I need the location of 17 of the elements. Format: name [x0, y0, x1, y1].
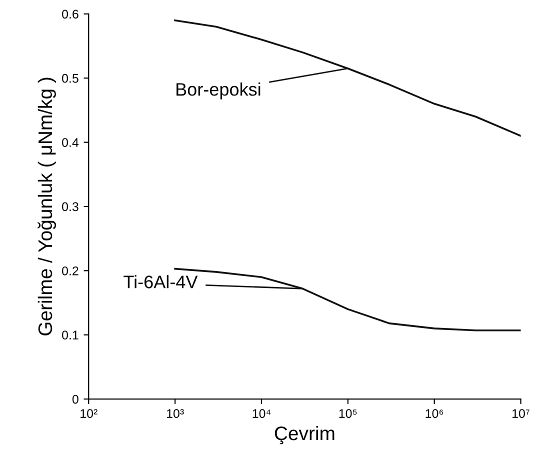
y-tick-label: 0.5	[62, 74, 78, 83]
y-tick-label: 0.3	[62, 202, 78, 212]
x-tick-label: 10³	[166, 409, 184, 418]
x-tick-label: 10²	[80, 409, 98, 418]
x-tick-label: 10⁶	[426, 409, 444, 418]
y-tick-label: 0.2	[62, 266, 78, 276]
series-label: Ti-6Al-4V	[124, 275, 198, 288]
x-tick-label: 10⁷	[512, 409, 530, 418]
x-axis-title: Çevrim	[274, 426, 334, 444]
x-tick-label: 10⁵	[339, 409, 357, 418]
y-tick-label: 0.4	[62, 138, 79, 147]
text: Bor-epoksi	[176, 82, 260, 100]
y-tick-label: 0.6	[62, 10, 78, 19]
x-tick-label: 10⁴	[252, 409, 271, 418]
y-axis-title: Gerilme / Yoğunluk ( μNm/kg )	[38, 78, 56, 336]
y-tick-label: 0.1	[62, 330, 78, 340]
y-tick-label: 0	[72, 394, 78, 404]
